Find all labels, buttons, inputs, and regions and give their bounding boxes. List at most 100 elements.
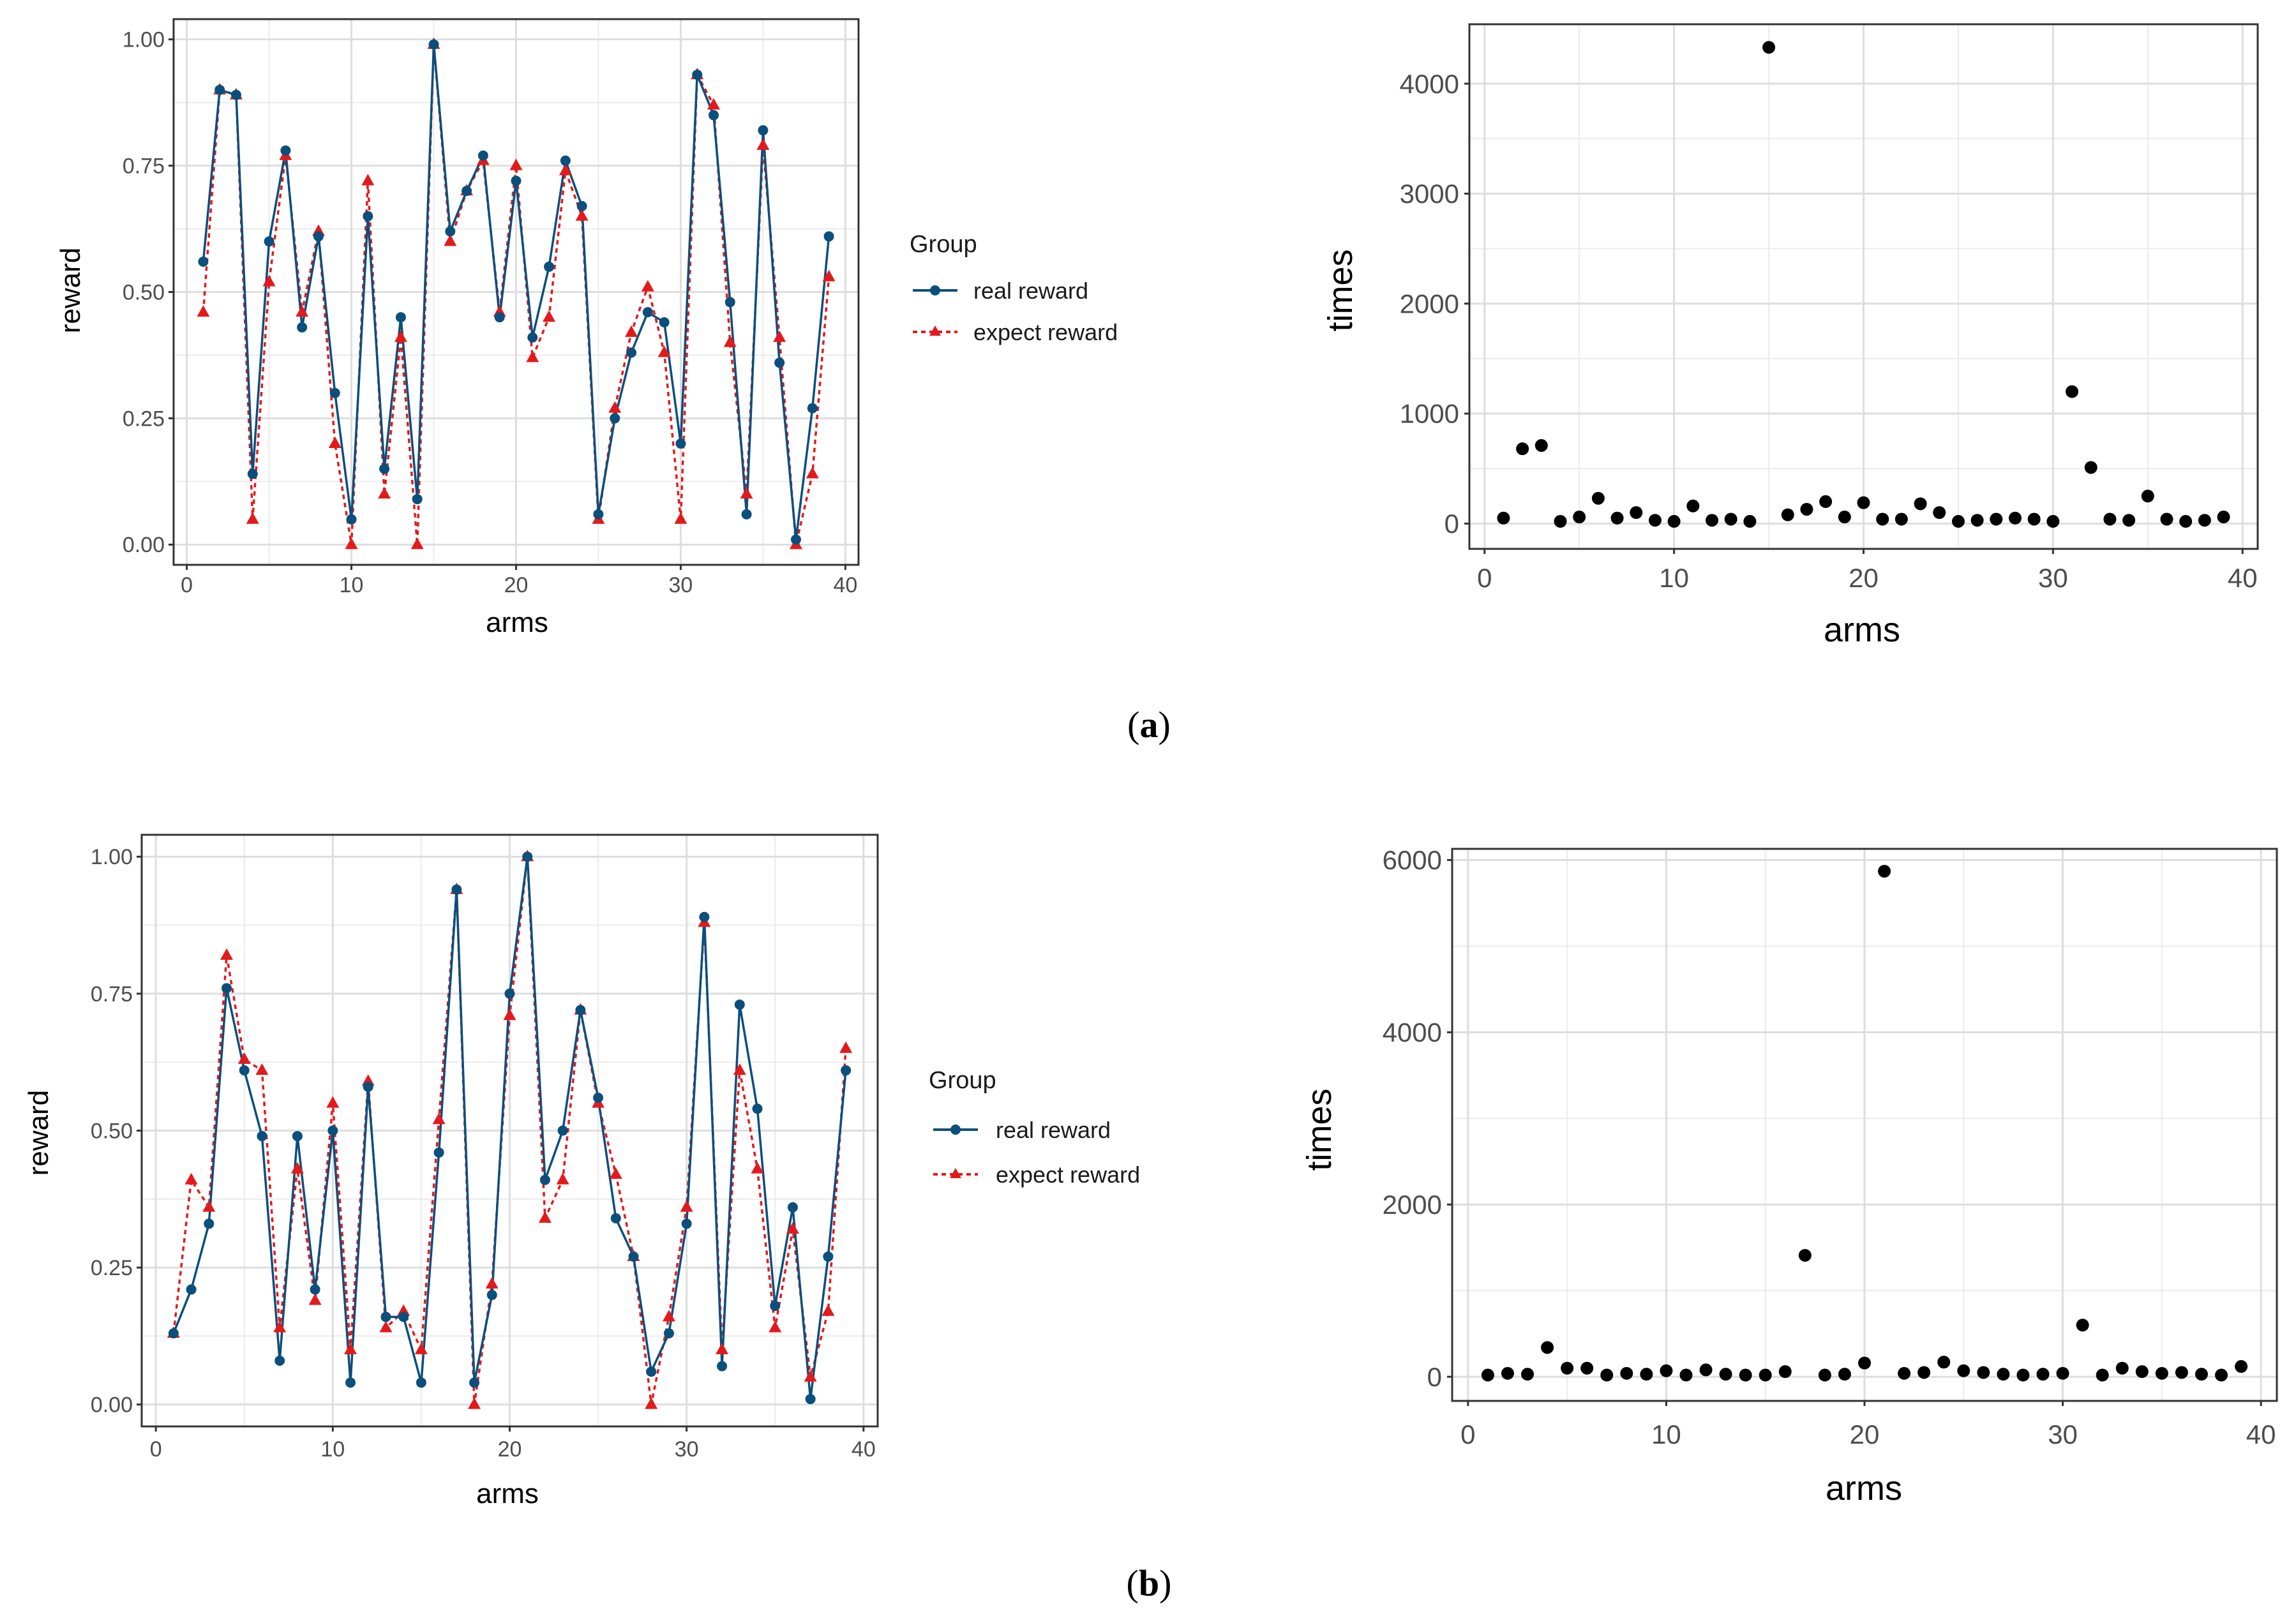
expect-reward-point (575, 209, 589, 221)
real-reward-point (257, 1131, 267, 1142)
plot-frame (140, 834, 879, 1428)
legend-a: Group real reward expect reward (910, 231, 1118, 345)
legend-expect-marker-a (929, 325, 941, 336)
expect-reward-point (740, 487, 753, 499)
times-point (1917, 1366, 1931, 1379)
x-tick-label: 0 (181, 573, 193, 597)
real-reward-point (363, 211, 373, 221)
real-reward-point (412, 494, 423, 505)
expect-reward-point (345, 537, 358, 550)
real-reward-point (168, 1328, 179, 1339)
plot-frame (1451, 848, 2278, 1402)
x-axis-title-arms-a: arms (486, 607, 548, 638)
x-tick-label: 10 (340, 573, 364, 597)
real-reward-point (527, 332, 538, 343)
expect-reward-point (378, 487, 391, 499)
times-point (1858, 1356, 1871, 1370)
times-point (2056, 1366, 2069, 1380)
real-reward-point (522, 851, 533, 862)
expect-reward-point (538, 1211, 551, 1223)
times-point (1679, 1368, 1693, 1382)
times-point (1970, 514, 1984, 527)
expect-reward-point (328, 437, 341, 448)
real-reward-point (734, 999, 745, 1010)
real-reward-point (280, 145, 291, 156)
real-reward-point (675, 438, 686, 449)
expect-reward-point (308, 1293, 322, 1305)
expect-reward-point (379, 1320, 393, 1333)
real-reward-point (214, 84, 225, 95)
y-tick-label: 2000 (1400, 288, 1459, 318)
expect-reward-point (680, 1200, 693, 1212)
series-line-expect-reward (202, 44, 830, 545)
times-point (1501, 1366, 1514, 1380)
times-point (1878, 865, 1891, 878)
real-reward-point (504, 988, 515, 999)
real-reward-point (231, 89, 242, 100)
real-reward-point (557, 1125, 568, 1136)
x-axis-title-arms-b: arms (476, 1478, 539, 1509)
expect-reward-point (220, 948, 234, 960)
times-point (1686, 499, 1700, 512)
times-point (2155, 1366, 2168, 1380)
expect-reward-point (625, 325, 638, 337)
real-reward-point (313, 231, 324, 242)
real-reward-point (204, 1218, 214, 1229)
real-reward-point (395, 312, 406, 323)
real-reward-point (327, 1125, 338, 1136)
y-tick-label: 0.25 (123, 407, 165, 431)
expect-reward-point (662, 1310, 675, 1322)
y-tick-label: 1000 (1400, 399, 1459, 429)
times-point (1957, 1364, 1970, 1377)
real-reward-point (461, 186, 472, 197)
times-point (2179, 514, 2193, 528)
real-reward-point (610, 413, 620, 424)
expect-reward-point (769, 1320, 782, 1333)
times-point (1706, 514, 1718, 527)
real-reward-point (428, 39, 439, 50)
x-tick-label: 40 (833, 573, 857, 597)
times-point (2135, 1365, 2149, 1379)
y-axis-title-times-a: times (1321, 249, 1360, 331)
times-point (1719, 1368, 1732, 1381)
times-point (2009, 511, 2022, 525)
x-tick-label: 10 (1651, 1419, 1681, 1449)
times-point (2066, 385, 2079, 398)
times-point (2160, 512, 2173, 526)
times-point (1516, 442, 1529, 456)
x-tick-label: 0 (150, 1437, 162, 1462)
legend-title-b: Group (929, 1067, 996, 1094)
times-point (1951, 514, 1965, 528)
real-reward-point (841, 1065, 852, 1076)
x-axis-title-arms-a2: arms (1824, 611, 1900, 649)
times-point (1798, 1248, 1812, 1262)
real-reward-point (274, 1356, 285, 1366)
x-tick-label: 0 (1460, 1419, 1475, 1449)
real-reward-point (329, 387, 340, 398)
expect-reward-point (751, 1162, 764, 1174)
expect-reward-point (608, 401, 622, 413)
real-reward-point (292, 1131, 303, 1142)
expect-reward-point (773, 330, 786, 342)
times-point (2235, 1360, 2248, 1373)
times-point (1857, 496, 1870, 509)
y-tick-label: 0 (1427, 1362, 1442, 1392)
y-tick-label: 0.25 (91, 1256, 133, 1280)
real-reward-point (717, 1361, 728, 1372)
times-point (1541, 1341, 1554, 1354)
times-point (2084, 461, 2097, 474)
real-reward-point (709, 110, 719, 121)
y-tick-label: 4000 (1383, 1017, 1442, 1047)
times-point (1561, 1361, 1574, 1375)
x-tick-label: 20 (504, 573, 529, 597)
times-point (1818, 1368, 1831, 1382)
real-reward-point (346, 514, 357, 525)
times-point (2122, 514, 2136, 527)
times-point (1620, 1366, 1633, 1380)
expect-reward-point (361, 174, 375, 186)
times-point (1933, 506, 1946, 520)
times-point (1743, 514, 1757, 528)
real-reward-point (380, 1312, 391, 1322)
times-point (1762, 41, 1776, 54)
y-axis-title-times-b: times (1300, 1088, 1339, 1171)
